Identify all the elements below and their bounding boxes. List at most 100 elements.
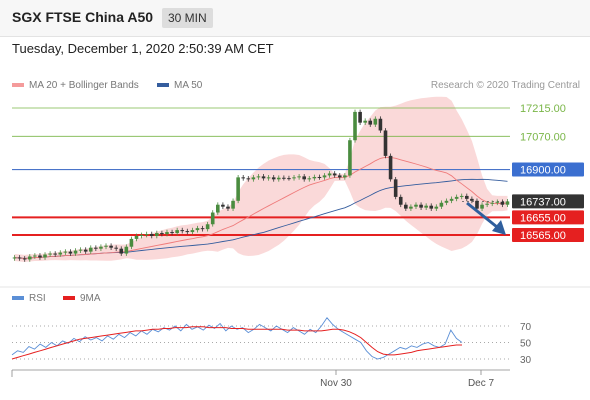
forecast-arrow-line	[466, 201, 498, 229]
candle-body	[287, 178, 291, 180]
candle-body	[378, 118, 383, 131]
candle-body	[149, 234, 154, 236]
candle-body	[337, 175, 342, 178]
candle-body	[48, 253, 52, 255]
levels-layer	[12, 107, 510, 236]
bollinger-band-fill	[14, 96, 508, 262]
candle-body	[404, 204, 408, 209]
candle-body	[251, 177, 256, 180]
candle-body	[358, 111, 362, 123]
rsi-ma-legend-label: 9MA	[80, 293, 101, 304]
rsi-ma-line	[11, 326, 462, 360]
legend-ma50: MA 50	[157, 80, 202, 91]
candle-body	[348, 140, 352, 176]
candle-body	[271, 177, 276, 180]
candle-body	[261, 176, 266, 179]
candle-body	[129, 238, 134, 247]
candle-body	[104, 245, 108, 247]
level-label-box	[512, 228, 584, 242]
candle-body	[312, 176, 317, 179]
rsi-tick-label: 70	[520, 322, 532, 333]
ma50-line	[14, 178, 508, 259]
candle-body	[414, 204, 418, 207]
candle-body	[419, 204, 423, 208]
candle-body	[495, 201, 500, 203]
candle-body	[53, 253, 57, 255]
candle-body	[58, 252, 63, 255]
research-credit: Research © 2020 Trading Central	[430, 80, 580, 91]
candle-body	[78, 249, 83, 251]
candle-body	[317, 176, 322, 178]
candle-body	[27, 256, 32, 260]
candle-body	[170, 232, 174, 234]
bollinger-legend-label: MA 20 + Bollinger Bands	[29, 80, 139, 91]
candle-body	[221, 204, 225, 207]
candle-body	[119, 248, 124, 254]
candle-body	[353, 111, 357, 141]
candle-body	[343, 175, 347, 178]
candle-body	[226, 206, 230, 209]
instrument-title: SGX FTSE China A50	[12, 9, 154, 25]
candle-body	[94, 247, 98, 249]
candle-body	[63, 251, 68, 253]
candle-body	[160, 233, 164, 235]
candle-body	[459, 195, 464, 197]
candle-body	[68, 251, 73, 254]
candle-body	[485, 203, 489, 205]
candle-body	[276, 177, 281, 180]
candle-body	[363, 120, 367, 123]
candle-body	[327, 173, 332, 176]
candle-body	[388, 155, 393, 180]
moving-averages-layer	[14, 156, 508, 259]
candle-body	[200, 228, 205, 230]
legend-9ma: 9MA	[63, 293, 101, 304]
candle-body	[12, 257, 17, 259]
candle-body	[124, 246, 129, 254]
ma50-legend-label: MA 50	[174, 80, 203, 91]
candle-body	[33, 255, 37, 257]
candle-body	[302, 176, 306, 180]
candle-body	[368, 120, 373, 125]
level-label: 17215.00	[520, 103, 566, 115]
x-axis-layer: Nov 30 Dec 7	[11, 369, 510, 389]
rsi-line	[11, 317, 463, 360]
candle-body	[454, 196, 459, 199]
candle-body	[180, 230, 185, 232]
candle-body	[165, 232, 169, 235]
timeframe-badge[interactable]: 30 MIN	[162, 8, 213, 28]
candle-body	[490, 202, 495, 204]
candle-body	[470, 198, 474, 201]
candle-body	[297, 176, 301, 178]
candle-body	[43, 254, 47, 258]
candle-body	[134, 235, 139, 239]
candle-body	[505, 201, 510, 205]
candle-body	[282, 177, 286, 179]
candle-body	[155, 233, 159, 236]
level-label: 16737.00	[520, 196, 566, 208]
candle-body	[210, 212, 215, 225]
rsi-legend-label: RSI	[29, 293, 46, 304]
candle-body	[38, 255, 42, 258]
candle-body	[480, 204, 484, 209]
candle-body	[241, 177, 246, 179]
candle-body	[292, 177, 296, 179]
candle-body	[439, 202, 444, 207]
candle-body	[307, 178, 312, 180]
legend-bollinger: MA 20 + Bollinger Bands	[12, 80, 139, 91]
candle-body	[383, 130, 388, 156]
candle-body	[73, 250, 78, 254]
rsi-ma-swatch	[63, 296, 75, 301]
ma50-swatch	[157, 83, 169, 88]
level-labels-layer: 17215.00 17070.00 16900.00 16737.00 16655.00…	[512, 103, 584, 242]
candle-body	[88, 247, 93, 252]
candle-body	[393, 179, 398, 197]
candle-body	[236, 177, 240, 201]
candle-body	[409, 206, 413, 209]
x-axis-tick-label: Nov 30	[320, 378, 352, 389]
bollinger-swatch	[12, 83, 24, 88]
rsi-tick-label: 30	[520, 355, 532, 366]
candle-body	[449, 198, 454, 201]
forecast-arrow-layer	[466, 201, 506, 235]
candle-body	[246, 178, 251, 180]
